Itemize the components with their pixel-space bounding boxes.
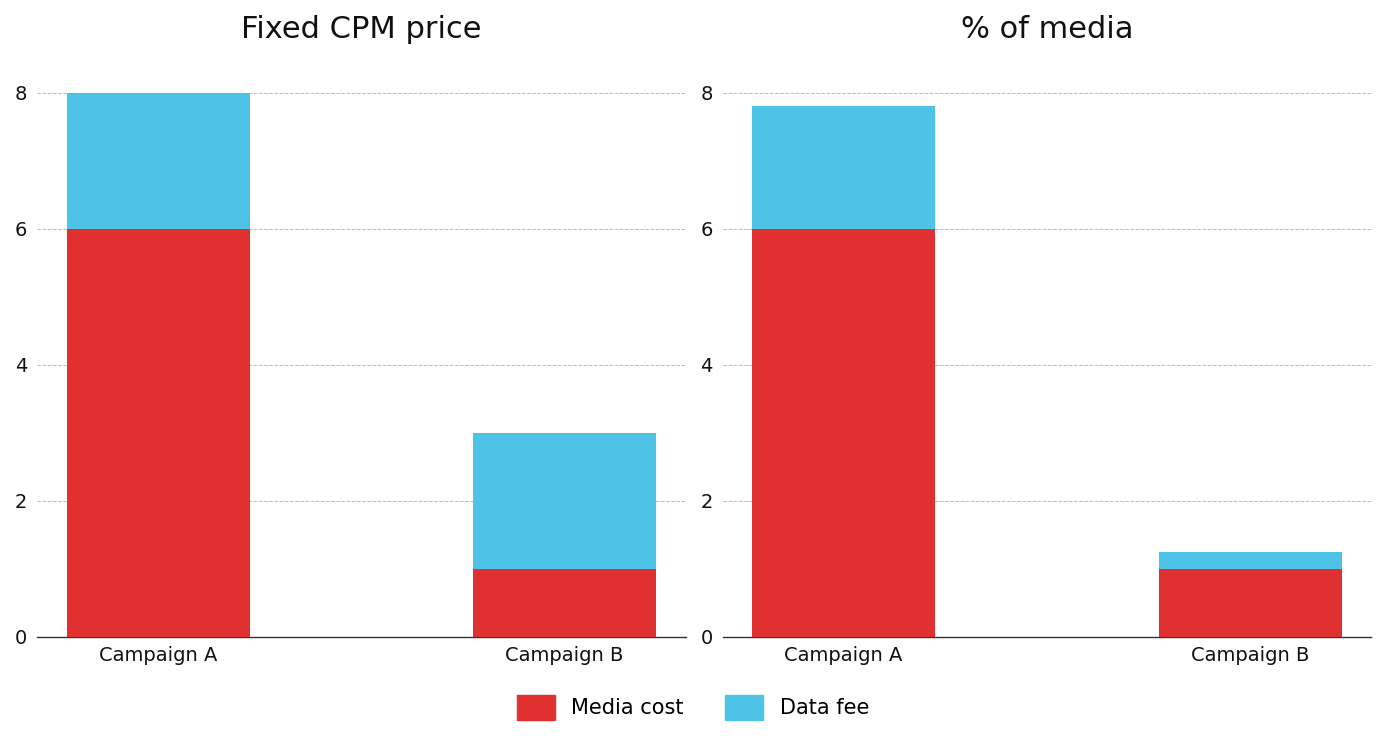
Title: % of media: % of media	[960, 15, 1132, 44]
Bar	[1159, 552, 1342, 569]
Legend: Media cost, Data fee: Media cost, Data fee	[507, 684, 879, 730]
Bar	[753, 107, 936, 229]
Bar	[753, 229, 936, 637]
Bar	[67, 229, 249, 637]
Bar	[67, 93, 249, 229]
Title: Fixed CPM price: Fixed CPM price	[241, 15, 481, 44]
Bar	[1159, 569, 1342, 637]
Bar	[473, 569, 656, 637]
Bar	[473, 432, 656, 569]
